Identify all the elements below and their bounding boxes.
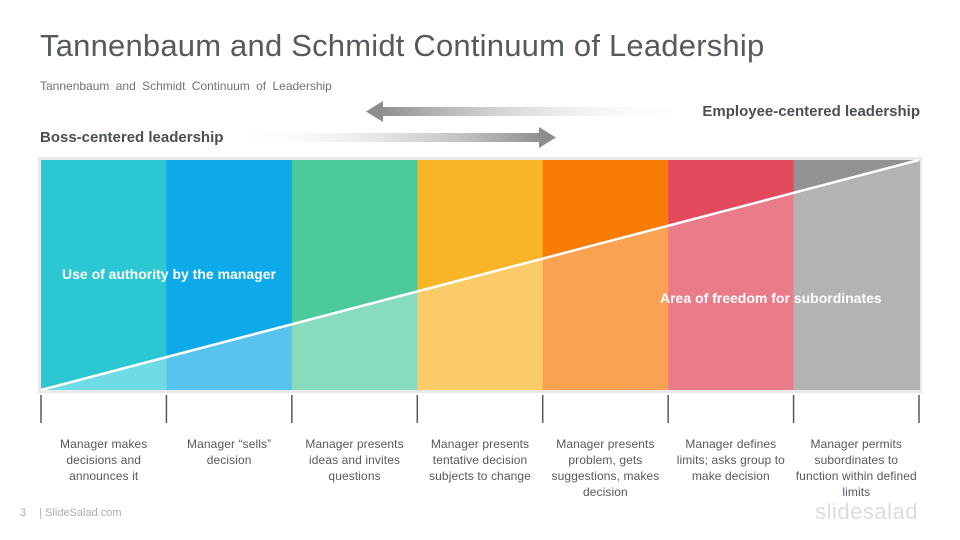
segment-1-description: Manager makes decisions and announces it [60, 437, 148, 483]
footer: 3 | SlideSalad.com [20, 507, 122, 519]
segment-2-description: Manager “sells” decision [187, 437, 272, 467]
segment-1-authority [41, 160, 168, 390]
page-number: 3 [20, 507, 27, 519]
segment-7-freedom [793, 160, 919, 390]
segment-5-description: Manager presents problem, gets suggestio… [551, 437, 660, 499]
employee-centered-label: Employee-centered leadership [702, 103, 920, 120]
footer-site: | SlideSalad.com [39, 507, 122, 519]
page-subtitle: Tannenbaum and Schmidt Continuum of Lead… [40, 79, 332, 93]
brand-logo: slidesalad [815, 499, 918, 524]
freedom-region-label: Area of freedom for subordinates [660, 290, 882, 306]
diagram-frame [38, 157, 922, 393]
boss-centered-arrow [230, 127, 556, 148]
continuum-diagonal-line [40, 158, 920, 392]
boss-centered-label: Boss-centered leadership [40, 129, 224, 146]
authority-region-label: Use of authority by the manager [62, 266, 276, 282]
segment-3-description: Manager presents ideas and invites quest… [305, 437, 404, 483]
segment-6-description: Manager defines limits; asks group to ma… [676, 437, 785, 483]
segment-4-description: Manager presents tentative decision subj… [429, 437, 531, 483]
segment-7-description: Manager permits subordinates to function… [795, 437, 917, 499]
page-title: Tannenbaum and Schmidt Continuum of Lead… [40, 28, 765, 63]
employee-centered-arrow [366, 101, 691, 122]
